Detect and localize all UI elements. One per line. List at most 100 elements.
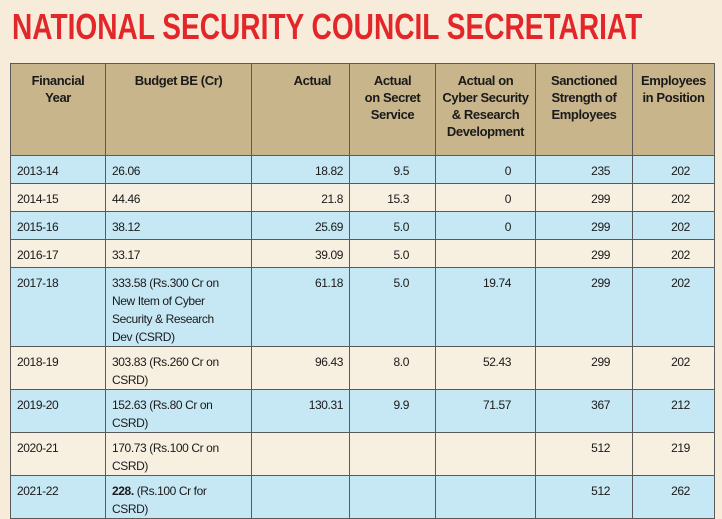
header-line: on Secret (364, 90, 421, 105)
cell-text: 202 (671, 276, 690, 290)
table-cell: 2013-14 (10, 155, 106, 184)
column-header: Employees in Position (632, 63, 715, 156)
table-cell: 44.46 (105, 183, 252, 212)
cell-text: 5.0 (393, 276, 410, 290)
cell-text: 52.43 (482, 355, 511, 369)
table-cell: 61.18 (251, 267, 350, 347)
table-cell: 2017-18 (10, 267, 106, 347)
table-cell: 152.63 (Rs.80 Cr on CSRD) (105, 389, 252, 433)
cell-text: 235 (591, 164, 610, 178)
table-cell: 202 (632, 239, 715, 268)
cell-text: 367 (591, 398, 610, 412)
table-cell: 26.06 (105, 155, 252, 184)
page: NATIONAL SECURITY COUNCIL SECRETARIAT Fi… (10, 6, 715, 519)
table-cell (435, 239, 536, 268)
header-line: Cyber Security (442, 90, 529, 105)
header-line: & Research (451, 107, 520, 122)
table-cell: 0 (435, 211, 536, 240)
table-cell: 2015-16 (10, 211, 106, 240)
table-cell: 15.3 (349, 183, 436, 212)
table-cell: 202 (632, 267, 715, 347)
header-line: Sanctioned (550, 73, 618, 88)
table-cell: 235 (535, 155, 633, 184)
table-row: 2017-18 333.58 (Rs.300 Cr on New Item of … (10, 267, 715, 347)
table-cell: 18.82 (251, 155, 350, 184)
cell-text: 2017-18 (17, 276, 59, 290)
cell-text: 9.9 (393, 398, 410, 412)
cell-text: 71.57 (482, 398, 511, 412)
table-row: 2014-15 44.46 21.8 15.3 0 299 202 (10, 183, 715, 212)
header-line: Development (446, 124, 525, 139)
table-row: 2020-21 170.73 (Rs.100 Cr on CSRD) 512 219 (10, 432, 715, 476)
cell-text: 2016-17 (17, 248, 59, 262)
table-cell: 299 (535, 183, 633, 212)
table-cell: 9.9 (349, 389, 436, 433)
cell-text: 21.8 (321, 192, 343, 206)
cell-text: 44.46 (112, 192, 141, 206)
header-line: Actual on (457, 73, 514, 88)
cell-text: 0 (504, 192, 512, 206)
cell-text: 170.73 (Rs.100 Cr on CSRD) (112, 441, 219, 473)
table-cell: 2018-19 (10, 346, 106, 390)
cell-text: 2019-20 (17, 398, 59, 412)
table-cell: 303.83 (Rs.260 Cr on CSRD) (105, 346, 252, 390)
table-cell (435, 475, 536, 519)
table-cell: 2014-15 (10, 183, 106, 212)
cell-text: 2018-19 (17, 355, 59, 369)
column-header: Budget BE (Cr) (105, 63, 252, 156)
cell-text: 96.43 (314, 355, 343, 369)
budget-table: Financial Year Budget BE (Cr) Actual Actual o… (10, 63, 715, 519)
cell-text: 26.06 (112, 164, 141, 178)
table-cell: 228. (Rs.100 Cr for CSRD) (105, 475, 252, 519)
table-cell: 202 (632, 346, 715, 390)
table-row: 2016-17 33.17 39.09 5.0 299 202 (10, 239, 715, 268)
cell-text: 152.63 (Rs.80 Cr on CSRD) (112, 398, 213, 430)
table-cell: 96.43 (251, 346, 350, 390)
cell-text: 5.0 (393, 220, 410, 234)
column-header: Actual (251, 63, 350, 156)
table-cell: 170.73 (Rs.100 Cr on CSRD) (105, 432, 252, 476)
cell-text: 19.74 (482, 276, 511, 290)
table-cell: 512 (535, 432, 633, 476)
table-row: 2015-16 38.12 25.69 5.0 0 299 202 (10, 211, 715, 240)
column-header: Actual on Cyber Security & Research Develop… (435, 63, 536, 156)
cell-text: 299 (591, 192, 610, 206)
cell-bold-text: 228. (112, 484, 134, 498)
header-line: Actual (373, 73, 412, 88)
table-row: 2021-22 228. (Rs.100 Cr for CSRD) 512 262 (10, 475, 715, 519)
table-cell: 52.43 (435, 346, 536, 390)
cell-text: 219 (671, 441, 690, 455)
table-row: 2013-14 26.06 18.82 9.5 0 235 202 (10, 155, 715, 184)
table-cell: 5.0 (349, 239, 436, 268)
cell-text: 0 (504, 164, 512, 178)
cell-text: 202 (671, 220, 690, 234)
table-cell (251, 432, 350, 476)
table-cell: 299 (535, 239, 633, 268)
table-cell: 299 (535, 267, 633, 347)
cell-text: 262 (671, 484, 690, 498)
table-cell: 202 (632, 155, 715, 184)
cell-text: 38.12 (112, 220, 141, 234)
cell-text: 2020-21 (17, 441, 59, 455)
cell-text: 2013-14 (17, 164, 59, 178)
cell-text: 299 (591, 220, 610, 234)
table-cell: 212 (632, 389, 715, 433)
header-line: Budget BE (Cr) (134, 73, 223, 88)
header-line: Financial (31, 73, 85, 88)
cell-text: 202 (671, 355, 690, 369)
header-line: Year (45, 90, 71, 105)
table-cell: 299 (535, 346, 633, 390)
table-row: 2019-20 152.63 (Rs.80 Cr on CSRD) 130.31 9.… (10, 389, 715, 433)
table-cell: 8.0 (349, 346, 436, 390)
table-cell: 2021-22 (10, 475, 106, 519)
cell-text: 212 (671, 398, 690, 412)
table-cell (435, 432, 536, 476)
table-cell: 299 (535, 211, 633, 240)
cell-text: 61.18 (314, 276, 343, 290)
table-cell: 512 (535, 475, 633, 519)
table-cell: 2016-17 (10, 239, 106, 268)
table-cell: 71.57 (435, 389, 536, 433)
cell-text: 39.09 (314, 248, 343, 262)
column-header: Sanctioned Strength of Employees (535, 63, 633, 156)
table-cell: 202 (632, 211, 715, 240)
